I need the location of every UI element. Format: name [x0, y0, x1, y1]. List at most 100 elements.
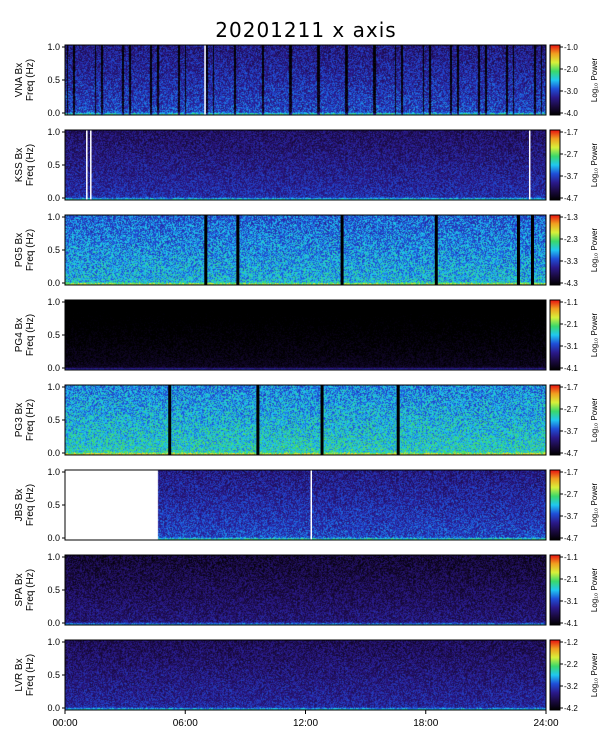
- figure-title: 20201211 x axis: [215, 18, 397, 42]
- spectrogram-panel-1: [65, 45, 546, 115]
- colorbar-tick-label: -2.0: [564, 65, 578, 74]
- y-tick-label: 0.5: [47, 75, 60, 85]
- data-gap-line: [530, 215, 534, 285]
- spectrogram-panel-8: [65, 640, 546, 710]
- x-tick-label: 00:00: [52, 718, 77, 729]
- data-gap-line: [204, 45, 206, 115]
- colorbar-tick-label: -2.7: [564, 405, 578, 414]
- y-tick-label: 1.0: [47, 297, 60, 307]
- y-tick-label: 0.5: [47, 585, 60, 595]
- data-gap-line: [320, 385, 324, 455]
- x-tick-label: 18:00: [413, 718, 438, 729]
- colorbar-label: Log₁₀ Power: [590, 228, 599, 273]
- y-tick-label: 0.0: [47, 618, 60, 628]
- y-tick-label: 0.0: [47, 448, 60, 458]
- colorbar-label: Log₁₀ Power: [590, 398, 599, 443]
- colorbar: [549, 44, 561, 116]
- colorbar-tick-label: -4.2: [564, 704, 578, 713]
- y-tick-label: 1.0: [47, 467, 60, 477]
- colorbar-tick-label: -1.7: [564, 468, 578, 477]
- data-gap-line: [90, 130, 92, 200]
- station-label: JBS Bx: [14, 489, 25, 522]
- data-gap-line: [204, 215, 208, 285]
- data-gap-line: [310, 470, 313, 540]
- colorbar-label: Log₁₀ Power: [590, 653, 599, 698]
- colorbar-label: Log₁₀ Power: [590, 568, 599, 613]
- colorbar: [549, 299, 561, 371]
- y-tick-label: 0.0: [47, 703, 60, 713]
- colorbar-tick-label: -3.3: [564, 257, 578, 266]
- spectrogram-panel-5: [65, 385, 546, 455]
- colorbar: [549, 214, 561, 286]
- station-label: PG3 Bx: [14, 403, 25, 437]
- colorbar-tick-label: -2.7: [564, 490, 578, 499]
- colorbar-tick-label: -3.7: [564, 172, 578, 181]
- colorbar-tick-label: -1.2: [564, 638, 578, 647]
- data-gap-line: [236, 215, 240, 285]
- colorbar: [549, 639, 561, 711]
- colorbar: [549, 384, 561, 456]
- x-tick-label: 24:00: [533, 718, 558, 729]
- colorbar-tick-label: -4.7: [564, 534, 578, 543]
- colorbar-tick-label: -4.0: [564, 109, 578, 118]
- data-gap-line: [528, 130, 531, 200]
- y-tick-label: 1.0: [47, 42, 60, 52]
- data-gap-line: [396, 385, 400, 455]
- colorbar-tick-label: -3.0: [564, 87, 578, 96]
- colorbar-tick-label: -2.2: [564, 660, 578, 669]
- data-gap-line: [434, 215, 438, 285]
- spectrogram-panel-2: [65, 130, 546, 200]
- colorbar-tick-label: -3.1: [564, 342, 578, 351]
- colorbar: [549, 554, 561, 626]
- station-label: PG5 Bx: [14, 233, 25, 267]
- y-tick-label: 1.0: [47, 212, 60, 222]
- x-tick-label: 06:00: [173, 718, 198, 729]
- data-gap-line: [86, 130, 88, 200]
- y-tick-label: 0.5: [47, 330, 60, 340]
- y-tick-label: 0.0: [47, 108, 60, 118]
- y-tick-label: 0.0: [47, 278, 60, 288]
- colorbar-tick-label: -1.7: [564, 128, 578, 137]
- y-axis-label: Freq (Hz): [25, 314, 36, 356]
- colorbar-tick-label: -2.1: [564, 575, 578, 584]
- spectrogram-panel-4: [65, 300, 546, 370]
- y-tick-label: 1.0: [47, 127, 60, 137]
- data-gap-line: [516, 215, 520, 285]
- y-tick-label: 0.5: [47, 160, 60, 170]
- y-tick-label: 0.5: [47, 415, 60, 425]
- colorbar-label: Log₁₀ Power: [590, 483, 599, 528]
- station-label: SPA Bx: [14, 573, 25, 606]
- colorbar-label: Log₁₀ Power: [590, 143, 599, 188]
- colorbar-tick-label: -2.7: [564, 150, 578, 159]
- data-gap-line: [168, 385, 172, 455]
- y-tick-label: 0.5: [47, 670, 60, 680]
- colorbar-tick-label: -1.1: [564, 553, 578, 562]
- y-tick-label: 0.5: [47, 245, 60, 255]
- y-axis-label: Freq (Hz): [25, 144, 36, 186]
- colorbar-label: Log₁₀ Power: [590, 313, 599, 358]
- y-tick-label: 0.0: [47, 193, 60, 203]
- station-label: VNA Bx: [14, 63, 25, 97]
- station-label: PG4 Bx: [14, 318, 25, 352]
- y-tick-label: 0.0: [47, 363, 60, 373]
- colorbar-tick-label: -1.0: [564, 43, 578, 52]
- colorbar-tick-label: -2.3: [564, 235, 578, 244]
- colorbar: [549, 469, 561, 541]
- y-tick-label: 1.0: [47, 637, 60, 647]
- y-axis-label: Freq (Hz): [25, 654, 36, 696]
- colorbar-tick-label: -4.1: [564, 364, 578, 373]
- y-axis-label: Freq (Hz): [25, 229, 36, 271]
- spectrogram-panel-7: [65, 555, 546, 625]
- station-label: KSS Bx: [14, 148, 25, 182]
- data-gap-line: [256, 385, 260, 455]
- colorbar-tick-label: -3.2: [564, 682, 578, 691]
- colorbar-tick-label: -4.7: [564, 449, 578, 458]
- colorbar-tick-label: -1.7: [564, 383, 578, 392]
- y-axis-label: Freq (Hz): [25, 399, 36, 441]
- station-label: LVR Bx: [14, 658, 25, 691]
- colorbar-tick-label: -4.3: [564, 279, 578, 288]
- spectrogram-panel-3: [65, 215, 546, 285]
- data-gap-line: [340, 215, 344, 285]
- y-tick-label: 0.0: [47, 533, 60, 543]
